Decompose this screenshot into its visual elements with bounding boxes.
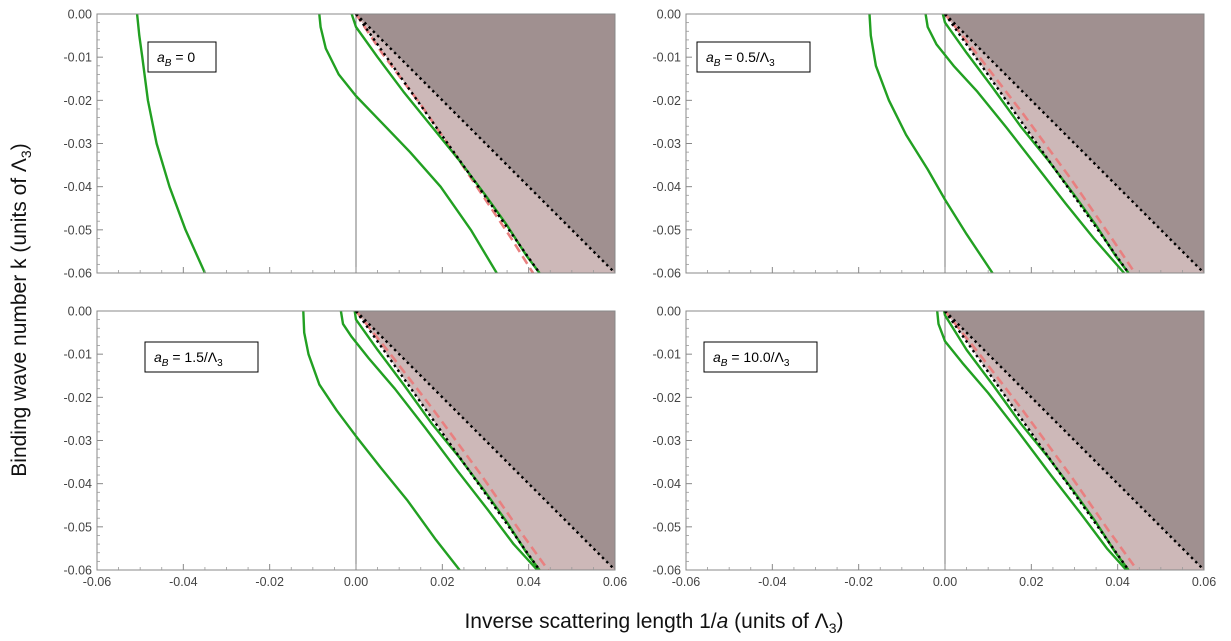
panels: 0.00 -0.01 -0.02 -0.03 -0.04 -0.05 -0.06 aB = 0… [64, 8, 1217, 590]
pink-dashed-curve [943, 311, 1139, 570]
black-dotted-line-2 [355, 311, 615, 570]
y-tick-label: -0.04 [64, 477, 93, 491]
y-tick-label: -0.04 [653, 477, 682, 491]
pink-dashed-curve [943, 14, 1136, 273]
y-tick-label: -0.02 [64, 391, 93, 405]
y-tick-label: -0.03 [653, 137, 682, 151]
plot-area [936, 311, 1204, 570]
black-dotted-line-1 [355, 14, 541, 273]
y-tick-label: -0.06 [64, 564, 93, 578]
y-tick-label: -0.05 [653, 520, 682, 534]
y-tick-label: -0.03 [653, 434, 682, 448]
plot-area [868, 14, 1204, 273]
plot-area [135, 14, 615, 273]
green-curve-2 [339, 311, 539, 570]
y-tick-label: -0.03 [64, 137, 93, 151]
black-dotted-line-1 [355, 311, 541, 570]
y-tick-label: -0.05 [64, 520, 93, 534]
annotation-box [703, 341, 818, 373]
y-tick-label: 0.00 [68, 8, 92, 22]
y-tick-label: -0.01 [64, 51, 93, 65]
annotation-label: aB = 0 [157, 49, 195, 69]
x-tick-label: 0.04 [516, 575, 540, 589]
annotation-box [696, 41, 811, 73]
x-tick-label: 0.02 [1019, 575, 1043, 589]
y-tick-label: 0.00 [657, 305, 681, 319]
green-curve-2 [318, 14, 498, 273]
pink-dashed-curve [354, 311, 550, 570]
x-tick-label: -0.04 [758, 575, 787, 589]
y-tick-label: 0.00 [68, 305, 92, 319]
x-tick-label: -0.06 [672, 575, 701, 589]
black-dotted-line-2 [355, 14, 615, 273]
x-tick-label: 0.00 [933, 575, 957, 589]
y-tick-label: -0.02 [653, 94, 682, 108]
y-tick-label: -0.06 [64, 267, 93, 281]
black-dotted-line-2 [944, 311, 1204, 570]
y-tick-label: -0.04 [64, 180, 93, 194]
green-curve-1 [302, 311, 461, 570]
plot-area [302, 311, 615, 570]
green-curve-1 [135, 14, 206, 273]
x-tick-label: -0.02 [255, 575, 284, 589]
green-curve-2 [924, 14, 1126, 273]
y-tick-label: -0.01 [653, 348, 682, 362]
y-tick-label: 0.00 [657, 8, 681, 22]
x-tick-label: 0.06 [1192, 575, 1216, 589]
black-dotted-line-2 [944, 14, 1204, 273]
x-tick-label: -0.04 [169, 575, 198, 589]
y-tick-label: -0.05 [64, 223, 93, 237]
panel-2: 0.00 -0.01 -0.02 -0.03 -0.04 -0.05 -0.06 aB = 0… [653, 8, 1205, 281]
annotation-box [144, 341, 259, 373]
green-curve-1 [936, 311, 1128, 570]
y-tick-label: -0.02 [653, 391, 682, 405]
y-axis-title: Binding wave number k (units of Λ3) [8, 143, 34, 476]
x-tick-label: 0.00 [344, 575, 368, 589]
x-tick-label: 0.06 [603, 575, 627, 589]
annotation-label: aB = 0.5/Λ3 [706, 49, 775, 69]
y-tick-label: -0.04 [653, 180, 682, 194]
y-tick-label: -0.01 [64, 348, 93, 362]
y-tick-label: -0.06 [653, 564, 682, 578]
annotation-label: aB = 10.0/Λ3 [713, 349, 790, 369]
annotation-label: aB = 1.5/Λ3 [154, 349, 223, 369]
x-tick-label: 0.04 [1105, 575, 1129, 589]
y-tick-label: -0.02 [64, 94, 93, 108]
y-tick-label: -0.01 [653, 51, 682, 65]
panel-1: 0.00 -0.01 -0.02 -0.03 -0.04 -0.05 -0.06 aB = 0 [64, 8, 616, 281]
black-dotted-line-1 [944, 14, 1130, 273]
x-tick-label: 0.02 [430, 575, 454, 589]
green-curve-1 [868, 14, 994, 273]
y-tick-label: -0.05 [653, 223, 682, 237]
y-tick-label: -0.06 [653, 267, 682, 281]
y-tick-label: -0.03 [64, 434, 93, 448]
panel-3: 0.00 -0.01 -0.02 -0.03 -0.04 -0.05 -0.06-0.06 -… [64, 305, 628, 590]
x-axis-title: Inverse scattering length 1/a (units of … [464, 610, 843, 636]
black-dotted-line-1 [944, 311, 1130, 570]
x-tick-label: -0.02 [844, 575, 873, 589]
panel-4: 0.00 -0.01 -0.02 -0.03 -0.04 -0.05 -0.06-0.06 -… [653, 305, 1217, 590]
x-tick-label: -0.06 [83, 575, 112, 589]
annotation-box [147, 41, 217, 73]
